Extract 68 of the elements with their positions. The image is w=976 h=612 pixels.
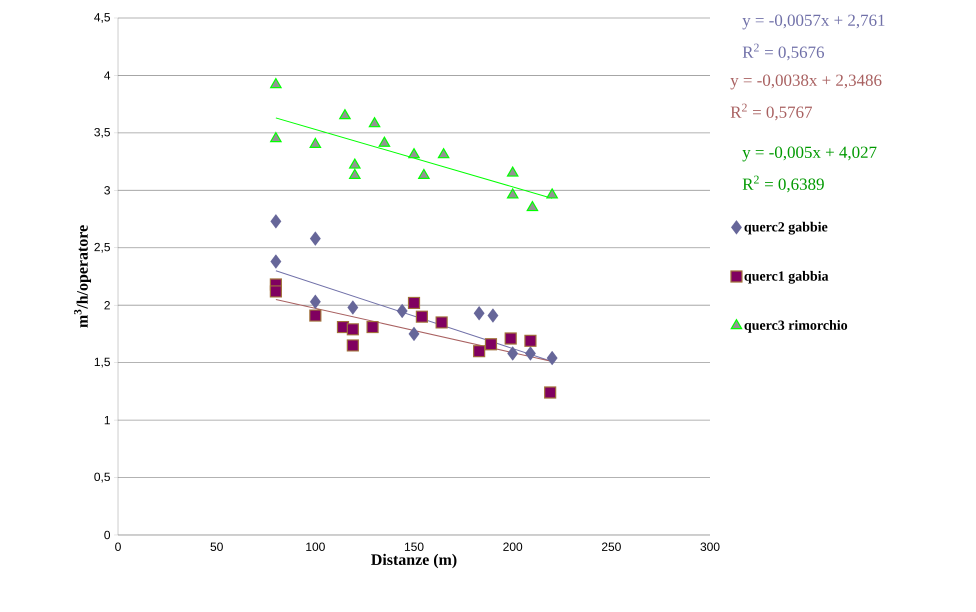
y-tick-label: 3,5 [94,128,110,138]
point [526,200,538,212]
point [408,326,420,342]
point [396,304,408,318]
point [484,338,498,350]
y-tick-label: 0,5 [94,472,110,482]
x-tick-label: 100 [306,542,325,551]
point [438,148,450,158]
point [368,117,380,128]
text: R$^{2}$ = 0,5767 [730,104,812,120]
point [546,350,558,366]
y-tick-label: 4,5 [94,13,110,23]
point [418,168,430,179]
point [310,294,321,309]
y-tick-label: 1 [104,416,110,424]
point [270,285,282,298]
point [504,332,517,345]
y-tick-label: 2,5 [94,242,110,253]
point [349,168,361,179]
x-tick-label: 300 [700,542,720,551]
point [408,296,420,310]
legend-label: querc2 gabbie [744,222,828,234]
point [544,386,556,399]
x-tick-label: 250 [602,542,621,551]
point [270,254,282,269]
point [473,345,486,358]
point [506,166,518,177]
legend-label: querc3 rimorchio [744,320,848,333]
text: y = -0,0057x + 2,761 [742,14,884,30]
x-tick-label: 150 [404,542,424,551]
point [506,188,518,199]
point [270,132,282,142]
y-tick-label: 3 [104,186,110,195]
y-tick-label: 2 [104,301,110,310]
y-tick-label: 1,5 [94,358,110,368]
point [309,309,322,322]
point [310,231,321,246]
point [487,308,498,323]
point [346,339,359,352]
point [310,138,322,148]
point [436,316,448,329]
point [270,78,282,88]
point [378,136,390,147]
text: y = -0,0038x + 2,3486 [730,74,882,90]
point [339,109,351,120]
point [524,346,536,361]
point [270,214,282,229]
legend-label: querc1 gabbia [744,270,828,284]
x-axis-title: Distanze (m) [371,554,456,568]
point [524,334,537,347]
x-tick-label: 50 [210,542,223,551]
point [474,306,485,320]
point [546,188,558,199]
point [349,158,361,169]
text: R$^{2}$ = 0,5676 [742,44,824,60]
point [366,320,379,334]
y-tick-label: 4 [104,71,110,80]
text: y = -0,005x + 4,027 [742,146,877,162]
y-axis-title: m$^{3}$/h/operatore [74,225,92,328]
point [347,300,358,315]
y-tick-label: 0 [104,530,110,540]
x-tick-label: 200 [503,542,522,551]
point [408,148,420,158]
text: R$^{2}$ = 0,6389 [742,176,824,192]
point [416,310,428,323]
point [346,323,359,336]
point [507,346,518,361]
x-tick-label: 0 [115,542,121,551]
